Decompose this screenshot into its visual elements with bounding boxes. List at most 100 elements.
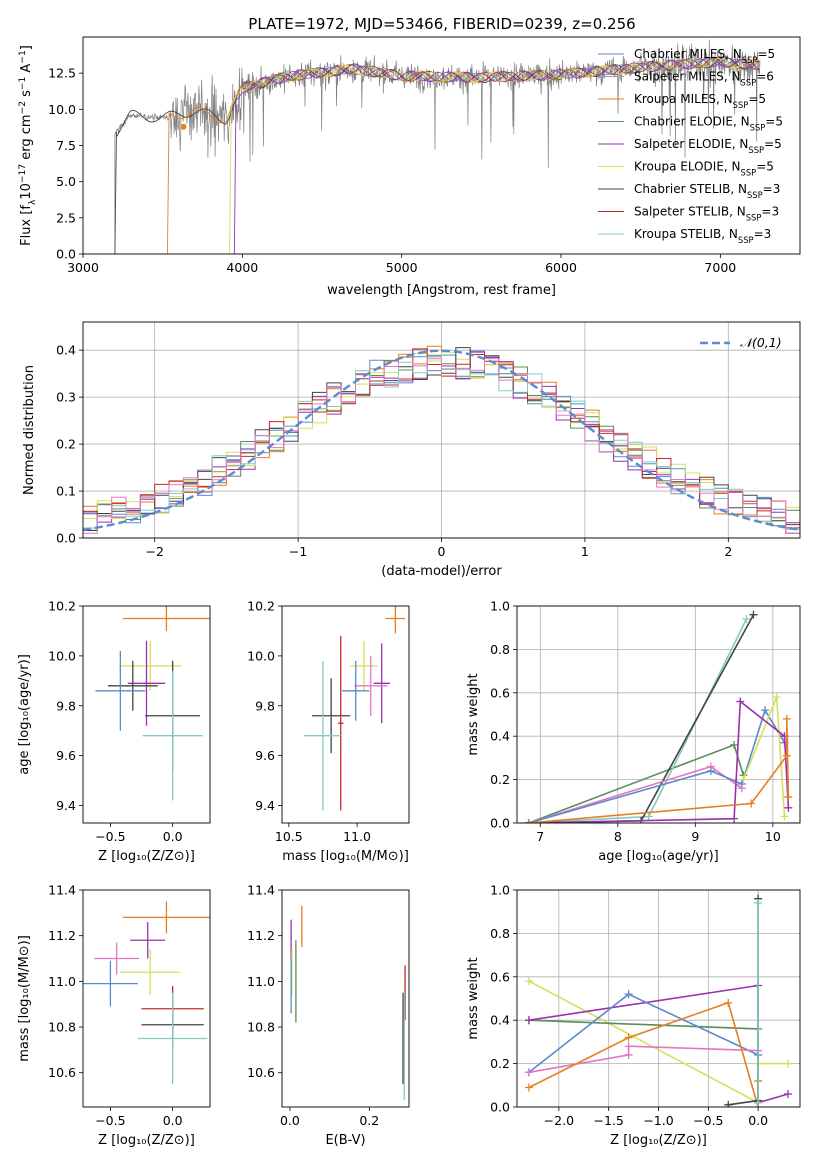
- x-tick-label: 3000: [67, 260, 99, 275]
- series-point-marker: [772, 693, 781, 702]
- y-tick-label: 0.4: [490, 1013, 510, 1028]
- legend-entry: Kroupa STELIB, NSSP=3: [634, 227, 771, 245]
- y-tick-label: 0.1: [56, 484, 76, 499]
- x-tick-label: 10.5: [275, 829, 303, 844]
- chart-mass_weight_vs_Z: −2.0 −1.5 −1.0 −0.5 0.0 0.0 0.2 0.4 0.6 0.8 1.0 Z […: [466, 883, 801, 1148]
- model-spectrum-line: [233, 56, 761, 254]
- y-tick-label: 1.0: [490, 599, 510, 614]
- y-tick-label: 11.2: [48, 928, 76, 943]
- x-tick-label: 8: [614, 829, 622, 844]
- x-tick-label: −0.5: [95, 829, 125, 844]
- series-point-marker: [784, 1089, 793, 1098]
- x-axis-label: (data-model)/error: [381, 564, 502, 579]
- y-tick-label: 0.8: [490, 642, 510, 657]
- series-point-marker: [724, 1100, 733, 1107]
- figure-title: PLATE=1972, MJD=53466, FIBERID=0239, z=0…: [248, 15, 635, 33]
- chart-age_vs_Z: −0.5 0.0 9.4 9.6 9.8 10.0 10.2 Z [log₁₀(Z/Z⊙)] a…: [17, 599, 211, 864]
- x-tick-label: −0.5: [693, 1113, 723, 1128]
- y-tick-label: 10.8: [247, 1020, 275, 1035]
- axes-frame: [516, 605, 801, 824]
- chart-residuals: 𝒩(0,1) −2 −1 0 1 2 0.0 0.1 0.2 0.3 0.4 (data-model)…: [22, 321, 801, 579]
- y-tick-label: 11.2: [247, 928, 275, 943]
- series-point-marker: [730, 814, 739, 823]
- y-tick-label: 0.0: [56, 247, 76, 262]
- y-tick-label: 11.4: [247, 883, 275, 898]
- y-tick-label: 10.8: [48, 1020, 76, 1035]
- model-spectrum-line: [242, 57, 760, 91]
- y-axis-label: age [log₁₀(age/yr)]: [17, 654, 32, 775]
- x-axis-label: age [log₁₀(age/yr)]: [598, 849, 719, 864]
- y-tick-label: 11.4: [48, 883, 76, 898]
- y-tick-label: 0.3: [56, 390, 76, 405]
- x-tick-label: 7000: [704, 260, 736, 275]
- series-line: [528, 1001, 759, 1107]
- legend-entry: Chabrier MILES, NSSP=5: [634, 47, 775, 65]
- series-line: [728, 898, 759, 1106]
- x-tick-label: 1: [581, 544, 589, 559]
- x-axis-label: Z [log₁₀(Z/Z⊙)]: [610, 1133, 707, 1148]
- series-line: [528, 993, 759, 1073]
- x-axis-label: Z [log₁₀(Z/Z⊙)]: [98, 849, 195, 864]
- x-tick-label: 7: [536, 829, 544, 844]
- series-point-marker: [624, 990, 633, 999]
- y-tick-label: 10.0: [48, 648, 76, 663]
- axes-frame: [82, 889, 211, 1108]
- series-point-marker: [736, 697, 745, 706]
- legend-entry: Kroupa MILES, NSSP=5: [634, 92, 766, 110]
- plot-area: [83, 901, 210, 1085]
- x-tick-label: 0.0: [163, 1113, 183, 1128]
- plot-area: [524, 610, 793, 823]
- histogram-step: [83, 356, 800, 534]
- series-point-marker: [754, 1098, 763, 1107]
- legend-entry: Salpeter ELODIE, NSSP=5: [634, 137, 782, 155]
- series-line: [528, 1019, 759, 1030]
- y-tick-label: 9.8: [255, 698, 275, 713]
- x-tick-label: 0.0: [280, 1113, 300, 1128]
- plot-area: [290, 905, 406, 1101]
- axes-frame: [281, 889, 410, 1108]
- y-tick-label: 0.8: [490, 926, 510, 941]
- chart-mass_vs_Z: −0.5 0.0 10.6 10.8 11.0 11.2 11.4 Z [log₁₀(Z/Z⊙…: [17, 883, 211, 1148]
- chart-mass_weight_vs_age: 7 8 9 10 0.0 0.2 0.4 0.6 0.8 1.0 age [log₁₀(age/yr…: [466, 599, 801, 864]
- chart-age_vs_mass: 10.5 11.0 9.4 9.6 9.8 10.0 10.2 mass [log₁₀(M/M…: [247, 599, 410, 864]
- y-tick-label: 0.4: [56, 343, 76, 358]
- normal-curve-line: [83, 349, 800, 531]
- y-axis-label: Normed distribution: [22, 365, 37, 495]
- y-tick-label: 10.0: [247, 648, 275, 663]
- series-line: [528, 1045, 759, 1074]
- y-tick-label: 10.6: [48, 1065, 76, 1080]
- y-tick-label: 2.5: [56, 210, 76, 225]
- series-point-marker: [730, 740, 739, 749]
- x-tick-label: 2: [724, 544, 732, 559]
- series-line: [528, 708, 786, 823]
- x-axis-label: mass [log₁₀(M/M⊙)]: [282, 849, 409, 864]
- y-tick-label: 7.5: [56, 138, 76, 153]
- series-point-marker: [761, 706, 770, 715]
- series-point-marker: [754, 899, 763, 908]
- series-point-marker: [784, 803, 793, 812]
- legend-entry: Chabrier ELODIE, NSSP=5: [634, 115, 783, 133]
- series-point-marker: [784, 792, 793, 801]
- x-axis-label: Z [log₁₀(Z/Z⊙)]: [98, 1133, 195, 1148]
- y-tick-label: 10.2: [247, 599, 275, 614]
- series-point-marker: [749, 610, 758, 619]
- legend-entry: 𝒩(0,1): [740, 335, 782, 350]
- x-tick-label: 5000: [386, 260, 418, 275]
- marker-point: [180, 123, 187, 130]
- series-point-marker: [780, 812, 789, 821]
- series-point-marker: [782, 714, 791, 723]
- y-tick-label: 0.2: [490, 772, 510, 787]
- plot-area: [524, 894, 793, 1107]
- plot-area: [95, 606, 210, 801]
- y-tick-label: 0.4: [490, 729, 510, 744]
- y-tick-label: 11.0: [48, 974, 76, 989]
- x-axis-label: wavelength [Angstrom, rest frame]: [327, 283, 556, 298]
- x-tick-label: 0: [438, 544, 446, 559]
- series-point-marker: [524, 819, 533, 823]
- legend-entry: Salpeter STELIB, NSSP=3: [634, 205, 779, 223]
- x-tick-label: −2.0: [544, 1113, 574, 1128]
- series-point-marker: [747, 799, 756, 808]
- axes-frame: [281, 605, 410, 824]
- y-tick-label: 0.2: [56, 437, 76, 452]
